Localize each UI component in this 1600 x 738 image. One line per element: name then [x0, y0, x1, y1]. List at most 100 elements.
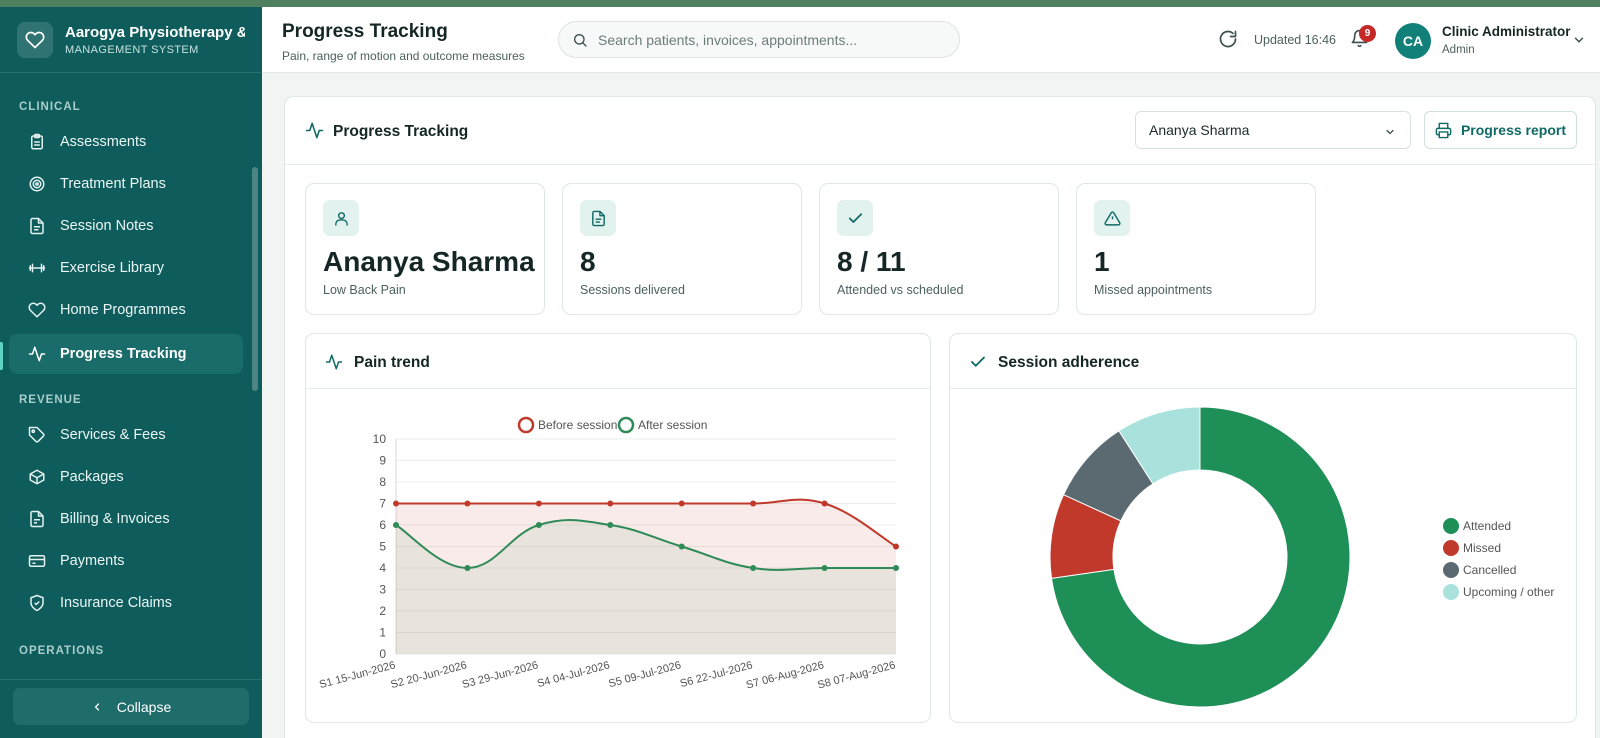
- card-header: Session adherence: [950, 334, 1576, 389]
- app-name: Aarogya Physiotherapy & I: [65, 23, 245, 41]
- chevron-down-icon[interactable]: [1572, 33, 1586, 47]
- clipboard-icon: [31, 133, 43, 150]
- stat-value: Ananya Sharma: [323, 246, 535, 277]
- stat-label: Low Back Pain: [323, 283, 406, 297]
- sidebar-item-assessments[interactable]: Assessments: [9, 122, 243, 162]
- legend-marker: [1443, 518, 1459, 534]
- user-icon: [323, 200, 359, 236]
- sidebar-item-billing-invoices[interactable]: Billing & Invoices: [9, 499, 243, 539]
- sidebar-item-label: Session Notes: [60, 218, 154, 234]
- sidebar-item-label: Packages: [60, 469, 124, 485]
- data-point-after: [464, 565, 471, 571]
- chevron-down-icon: [1386, 129, 1394, 135]
- sidebar-item-treatment-plans[interactable]: Treatment Plans: [9, 164, 243, 204]
- data-point-before: [464, 500, 471, 507]
- stat-label: Missed appointments: [1094, 283, 1213, 297]
- sidebar: Aarogya Physiotherapy & I MANAGEMENT SYS…: [0, 7, 262, 738]
- collapse-button[interactable]: Collapse: [13, 688, 249, 725]
- donut-slice: [1050, 406, 1351, 708]
- x-tick-label: S7 06-Aug-2026: [745, 659, 826, 691]
- data-point-before: [821, 500, 828, 507]
- refresh-icon[interactable]: [1218, 29, 1238, 49]
- sidebar-item-label: Home Programmes: [60, 302, 186, 318]
- sidebar-item-progress-tracking[interactable]: Progress Tracking: [9, 334, 243, 374]
- x-tick-label: S5 09-Jul-2026: [607, 659, 682, 690]
- page-title: Progress Tracking: [282, 21, 448, 42]
- sidebar-item-payments[interactable]: Payments: [9, 541, 243, 581]
- patient-select[interactable]: Ananya Sharma: [1135, 111, 1411, 149]
- legend-label: Missed: [1463, 541, 1501, 555]
- sidebar-item-services-fees[interactable]: Services & Fees: [9, 415, 243, 455]
- file-icon: [580, 200, 616, 236]
- card-title: Session adherence: [998, 354, 1140, 371]
- legend-label: Before session: [538, 418, 617, 432]
- target-icon: [29, 176, 45, 192]
- patient-select-value: Ananya Sharma: [1149, 122, 1250, 138]
- stat-label: Attended vs scheduled: [837, 283, 964, 297]
- y-tick-label: 3: [379, 583, 386, 597]
- after-area: [396, 520, 896, 654]
- y-tick-label: 6: [379, 518, 386, 532]
- legend-label: Upcoming / other: [1463, 585, 1554, 599]
- sidebar-item-label: Assessments: [60, 134, 147, 150]
- legend-marker: [517, 416, 535, 434]
- sidebar-item-label: Exercise Library: [60, 260, 164, 276]
- y-tick-label: 8: [379, 475, 386, 489]
- top-header: Progress Tracking Pain, range of motion …: [262, 7, 1600, 73]
- data-point-before: [393, 500, 399, 507]
- stat-card-patient: Ananya Sharma Low Back Pain: [305, 183, 545, 315]
- data-point-before: [678, 500, 685, 507]
- y-tick-label: 5: [379, 540, 386, 554]
- data-point-after: [678, 543, 685, 550]
- search-input[interactable]: [598, 31, 938, 48]
- data-point-before: [607, 500, 614, 507]
- avatar[interactable]: CA: [1395, 23, 1431, 59]
- sidebar-item-label: Treatment Plans: [60, 176, 166, 192]
- progress-report-button[interactable]: Progress report: [1424, 111, 1577, 149]
- y-tick-label: 9: [379, 454, 386, 468]
- stat-value: 8 / 11: [837, 246, 906, 277]
- legend-label: After session: [638, 418, 707, 432]
- x-tick-label: S1 15-Jun-2026: [318, 659, 397, 691]
- shield-check-icon: [30, 594, 44, 612]
- sidebar-item-exercise-library[interactable]: Exercise Library: [9, 248, 243, 288]
- panel-title: Progress Tracking: [333, 123, 469, 140]
- sidebar-scrollbar[interactable]: [252, 167, 258, 391]
- sidebar-item-insurance-claims[interactable]: Insurance Claims: [9, 583, 243, 623]
- y-tick-label: 2: [379, 604, 386, 618]
- stat-value: 1: [1094, 246, 1110, 277]
- progress-panel: Progress Tracking Ananya Sharma Progress…: [284, 96, 1596, 738]
- dumbbell-icon: [28, 263, 46, 273]
- stat-card-missed: 1 Missed appointments: [1076, 183, 1316, 315]
- search-bar[interactable]: [558, 21, 960, 58]
- sidebar-item-label: Payments: [60, 553, 125, 569]
- data-point-after: [893, 565, 899, 571]
- donut-slice: [1118, 406, 1201, 485]
- data-point-before: [893, 543, 899, 550]
- data-point-after: [750, 565, 757, 571]
- file-text-icon: [30, 217, 44, 235]
- sidebar-item-label: Progress Tracking: [60, 346, 187, 362]
- printer-icon: [1435, 122, 1452, 138]
- y-tick-label: 1: [379, 626, 386, 640]
- active-indicator: [0, 342, 3, 370]
- legend-marker: [1443, 540, 1459, 556]
- sidebar-item-packages[interactable]: Packages: [9, 457, 243, 497]
- stat-card-sessions: 8 Sessions delivered: [562, 183, 802, 315]
- progress-report-label: Progress report: [1460, 122, 1567, 138]
- data-point-after: [535, 522, 542, 528]
- user-name[interactable]: Clinic Administrator: [1442, 24, 1571, 39]
- stat-value: 8: [580, 246, 596, 277]
- heart-logo-icon: [17, 21, 53, 58]
- brand: Aarogya Physiotherapy & I MANAGEMENT SYS…: [0, 7, 262, 73]
- sidebar-item-home-programmes[interactable]: Home Programmes: [9, 290, 243, 330]
- adherence-donut-chart: Attended Missed Cancelled Upcoming / other: [1049, 406, 1554, 708]
- check-icon: [837, 200, 873, 236]
- credit-card-icon: [28, 555, 46, 567]
- activity-icon: [305, 122, 324, 139]
- y-tick-label: 7: [379, 497, 386, 511]
- before-area: [396, 499, 896, 654]
- alert-triangle-icon: [1094, 200, 1130, 236]
- sidebar-item-session-notes[interactable]: Session Notes: [9, 206, 243, 246]
